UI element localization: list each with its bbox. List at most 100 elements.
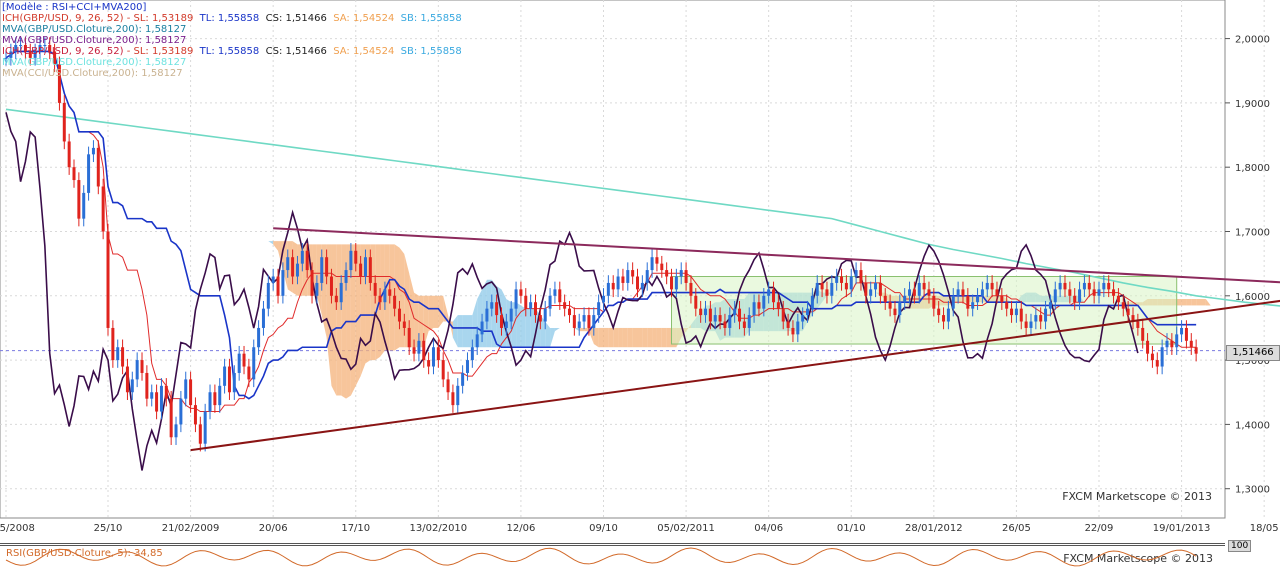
candle-body [1160, 347, 1164, 367]
cloud-segment [1201, 299, 1206, 306]
support-trendline [190, 299, 1280, 452]
candle-body [592, 315, 596, 328]
sub-watermark: FXCM Marketscope © 2013 [1063, 552, 1213, 565]
cloud-segment [579, 327, 585, 332]
cloud-segment [394, 244, 400, 351]
candle-body [995, 289, 999, 296]
cloud-segment [486, 279, 492, 348]
legend-value: CS: 1,51466 [259, 46, 327, 57]
candle-body [1141, 327, 1145, 341]
candle-body [1126, 308, 1130, 316]
candle-body [1131, 315, 1135, 322]
candle-body [1063, 282, 1067, 290]
cloud-segment [618, 327, 623, 348]
candle-body [820, 282, 824, 290]
candle-body [956, 289, 960, 296]
candle-body [723, 321, 727, 328]
legend-value: TL: 1,55858 [193, 46, 260, 57]
candle-body [397, 308, 401, 322]
candle-body [1112, 289, 1116, 296]
candle-body [908, 289, 912, 296]
candle-body [19, 45, 23, 47]
candle-body [334, 295, 338, 303]
candle-body [383, 289, 387, 303]
candle-body [548, 295, 552, 309]
cloud-segment [1176, 299, 1182, 306]
candle-body [431, 347, 435, 367]
cloud-segment [525, 308, 531, 348]
candle-body [1184, 327, 1188, 341]
candle-body [159, 385, 163, 412]
legend-row: ICH(GBP/USD, 9, 26, 52) - SL: 1,53189 TL… [2, 46, 462, 57]
candle-body [14, 45, 18, 52]
candle-body [645, 270, 649, 283]
cloud-segment [355, 244, 361, 386]
mva200-line [5, 108, 1280, 307]
candle-body [1082, 282, 1086, 290]
legend-name: ICH(GBP/USD, 9, 26, 52) [2, 13, 124, 24]
candle-body [1087, 282, 1091, 290]
candle-body [1170, 340, 1174, 348]
x-tick-label: 18/05 [1250, 523, 1279, 534]
candle-body [140, 360, 144, 373]
candle-body [232, 372, 236, 393]
candle-body [674, 276, 678, 290]
rsi-legend: RSI(GBP/USD.Cloture, 5): 34,85 [6, 548, 163, 559]
candle-body [869, 289, 873, 296]
candle-body [864, 282, 868, 296]
candle-body [791, 327, 795, 335]
candle-body [422, 340, 426, 361]
candle-body [150, 392, 154, 399]
candle-body [966, 295, 970, 309]
candle-body [446, 379, 450, 393]
cloud-segment [656, 327, 662, 348]
candle-body [806, 308, 810, 316]
candle-body [349, 250, 353, 271]
candle-body [606, 282, 610, 296]
candle-body [495, 302, 499, 316]
candle-body [368, 257, 372, 283]
candle-body [577, 321, 581, 328]
candle-body [1048, 302, 1052, 309]
candle-body [767, 289, 771, 296]
legend-value: CS: 1,51466 [259, 13, 327, 24]
candle-body [465, 360, 469, 373]
cloud-segment [375, 244, 381, 361]
candle-body [281, 270, 285, 296]
cloud-segment [268, 241, 274, 245]
candle-body [713, 315, 717, 322]
candle-body [854, 270, 858, 277]
candle-body [742, 321, 746, 328]
cloud-segment [336, 244, 342, 396]
candle-body [859, 270, 863, 283]
cloud-segment [1186, 299, 1192, 306]
legend-row: MVA(GBP/USD.Cloture,200): 1,58127 [2, 57, 462, 68]
candle-body [752, 302, 756, 316]
candle-body [155, 392, 159, 412]
candle-body [990, 282, 994, 290]
candle-body [640, 282, 644, 290]
candle-body [519, 289, 523, 296]
candle-body [1044, 308, 1048, 322]
candle-body [587, 315, 591, 328]
legend-row: ICH(GBP/USD, 9, 26, 52) - SL: 1,53189 TL… [2, 13, 462, 24]
candle-body [776, 302, 780, 309]
candle-body [43, 45, 47, 47]
candle-body [660, 263, 664, 271]
candle-body [937, 308, 941, 316]
sub-panel: RSI(GBP/USD.Cloture, 5): 34,85 FXCM Mark… [0, 543, 1225, 569]
cloud-segment [443, 295, 449, 322]
candle-body [1024, 321, 1028, 328]
candle-body [888, 302, 892, 309]
candle-body [295, 263, 299, 277]
candle-body [538, 315, 542, 322]
candle-body [636, 276, 640, 290]
candle-body [810, 295, 814, 309]
cloud-segment [292, 241, 298, 296]
trend-lines[interactable] [190, 227, 1280, 452]
candle-body [1092, 289, 1096, 296]
candle-body [1097, 289, 1101, 296]
y-tick-label: 2,0000 [1235, 35, 1270, 46]
candle-body [451, 392, 455, 406]
